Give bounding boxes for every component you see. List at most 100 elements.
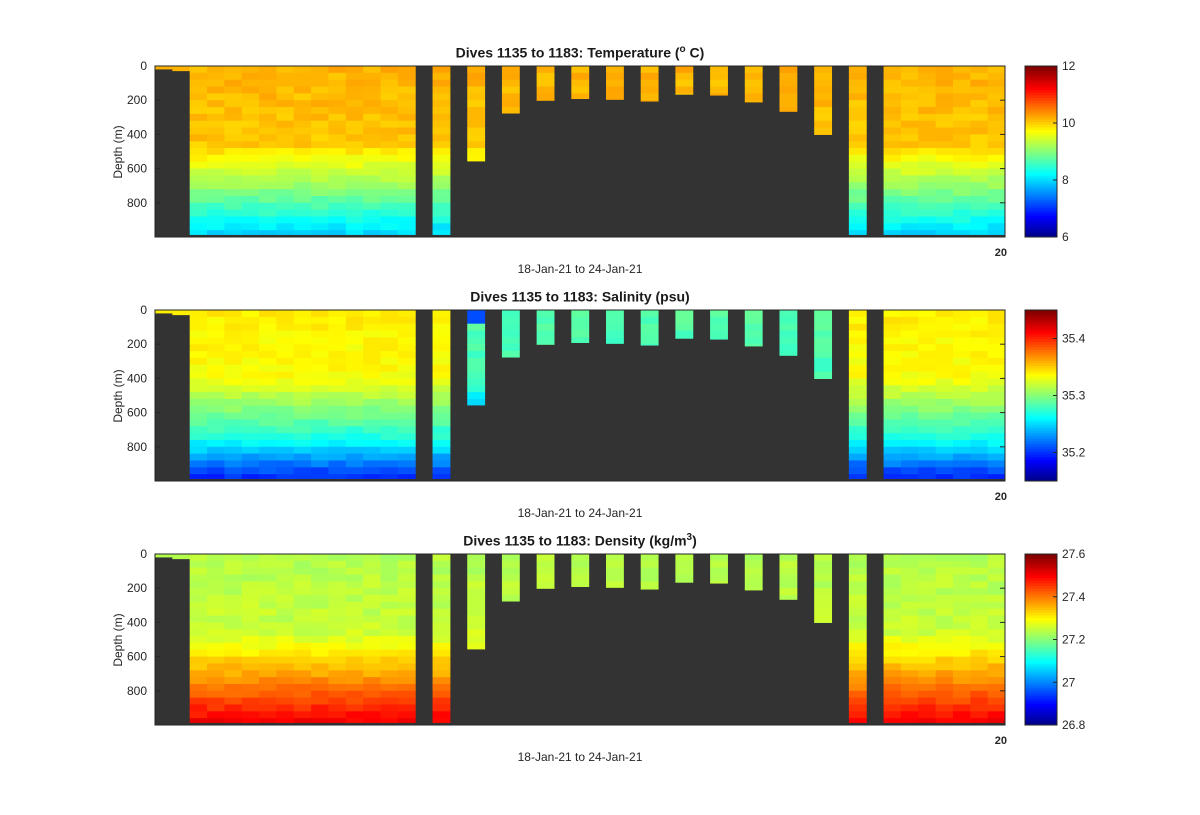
profile-cell — [328, 663, 347, 671]
profile-cell — [311, 467, 329, 475]
profile-cell — [536, 567, 555, 576]
profile-cell — [380, 175, 399, 183]
profile-cell — [935, 195, 954, 204]
profile-cell — [380, 567, 399, 576]
profile-cell — [380, 405, 399, 414]
profile-cell — [952, 330, 971, 338]
profile-cell — [814, 595, 833, 603]
colorbar-step — [1025, 451, 1057, 455]
profile-cell — [328, 113, 347, 122]
profile-cell — [848, 154, 867, 163]
profile-cell — [224, 683, 243, 692]
profile-cell — [501, 100, 520, 108]
colorbar-step — [1025, 387, 1057, 391]
profile-cell — [987, 385, 1006, 393]
profile-cell — [744, 560, 763, 569]
profile-cell — [276, 120, 295, 129]
profile-cell — [883, 209, 902, 217]
colorbar-step — [1025, 719, 1057, 723]
profile-cell — [189, 690, 208, 699]
profile-cell — [606, 93, 624, 100]
colorbar-step — [1025, 210, 1057, 214]
profile-cell — [259, 439, 277, 448]
profile-cell — [276, 107, 295, 115]
profile-cell — [328, 683, 347, 692]
profile-cell — [345, 412, 364, 420]
profile-cell — [276, 615, 295, 623]
profile-cell — [363, 704, 382, 712]
colorbar-step — [1025, 642, 1057, 646]
profile-cell — [311, 202, 329, 211]
profile-cell — [900, 364, 919, 373]
profile-cell — [935, 433, 954, 441]
profile-cell — [883, 364, 902, 373]
profile-cell — [883, 351, 902, 359]
profile-cell — [397, 330, 416, 338]
profile-cell — [970, 223, 989, 231]
profile-cell — [987, 364, 1006, 373]
profile-cell — [640, 574, 659, 582]
profile-cell — [501, 310, 520, 318]
y-tick-label: 400 — [127, 615, 147, 629]
profile-cell — [259, 216, 277, 224]
profile-cell — [276, 656, 295, 664]
profile-cell — [293, 141, 312, 149]
profile-cell — [397, 378, 416, 386]
profile-cell — [259, 419, 277, 427]
colorbar-step — [1025, 103, 1057, 107]
profile-cell — [432, 127, 451, 135]
profile-cell — [363, 697, 382, 705]
colorbar-step — [1025, 162, 1057, 166]
profile-cell — [779, 595, 798, 600]
colorbar-step — [1025, 615, 1057, 619]
profile-cell — [432, 134, 451, 142]
colorbar-step — [1025, 215, 1057, 219]
profile-cell — [311, 690, 329, 699]
profile-cell — [675, 554, 694, 562]
profile-cell — [987, 378, 1006, 386]
salinity-colorbar: 35.435.335.2 — [1024, 309, 1086, 482]
profile-cell — [900, 412, 919, 420]
profile-cell — [276, 704, 295, 712]
profile-cell — [207, 351, 225, 359]
profile-cell — [432, 107, 451, 115]
profile-cell — [935, 460, 954, 468]
profile-cell — [970, 316, 989, 325]
profile-cell — [397, 405, 416, 414]
profile-cell — [432, 100, 451, 108]
profile-cell — [363, 419, 382, 427]
profile-cell — [918, 601, 937, 610]
profile-cell — [207, 474, 225, 479]
profile-cell — [432, 216, 451, 224]
profile-cell — [432, 446, 451, 455]
profile-cell — [467, 154, 486, 162]
profile-cell — [207, 134, 225, 142]
profile-cell — [397, 134, 416, 142]
profile-cell — [363, 161, 382, 170]
profile-cell — [207, 330, 225, 338]
profile-cell — [467, 378, 486, 386]
profile-cell — [935, 574, 954, 582]
profile-cell — [848, 649, 867, 658]
profile-cell — [640, 72, 659, 81]
profile-cell — [328, 467, 347, 475]
profile-cell — [571, 72, 590, 81]
profile-cell — [397, 636, 416, 644]
profile-cell — [744, 66, 763, 74]
profile-cell — [259, 453, 277, 461]
profile-cell — [293, 711, 312, 719]
profile-cell — [345, 357, 364, 366]
profile-cell — [918, 560, 937, 569]
profile-cell — [675, 323, 694, 332]
profile-cell — [276, 113, 295, 122]
profile-cell — [311, 405, 329, 414]
profile-cell — [900, 371, 919, 379]
profile-cell — [207, 344, 225, 352]
profile-cell — [397, 385, 416, 393]
profile-cell — [970, 567, 989, 576]
profile-cell — [814, 310, 833, 318]
profile-cell — [883, 656, 902, 664]
profile-cell — [779, 66, 798, 74]
profile-cell — [397, 154, 416, 163]
profile-cell — [380, 161, 399, 170]
